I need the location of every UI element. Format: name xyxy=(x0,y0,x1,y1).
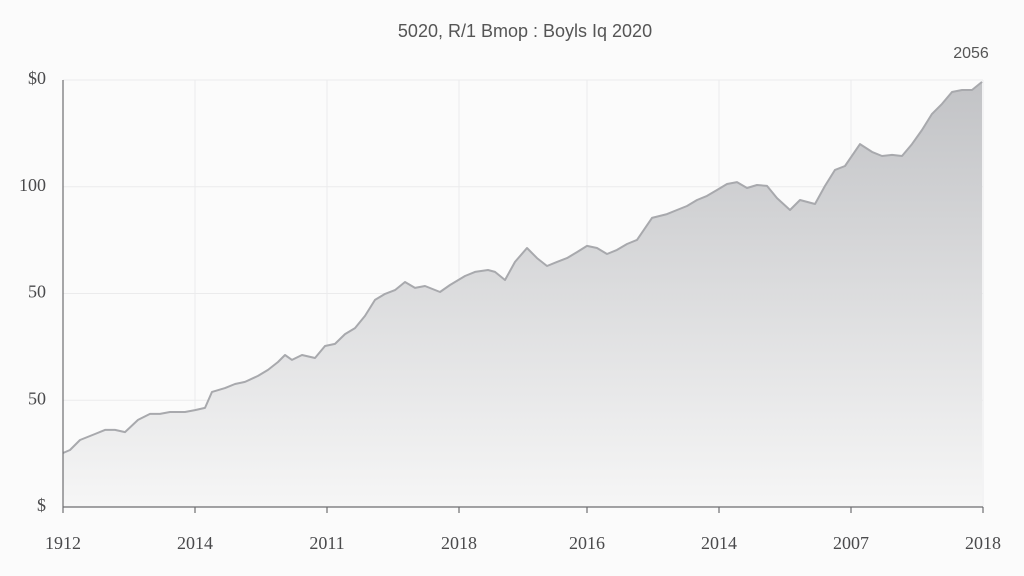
y-tick-label: 50 xyxy=(28,282,46,302)
area-line xyxy=(62,81,983,454)
y-tick-label: 50 xyxy=(28,388,46,408)
x-tick-label: 2018 xyxy=(441,533,477,553)
x-tick-label: 2014 xyxy=(701,533,737,553)
plot xyxy=(62,81,983,508)
x-tick-label: 1912 xyxy=(45,533,81,553)
x-tick-label: 2014 xyxy=(177,533,213,553)
y-tick-label: $ xyxy=(37,495,46,515)
area-fill xyxy=(63,81,982,508)
x-tick-label: 2011 xyxy=(309,533,344,553)
x-tick-label: 2016 xyxy=(569,533,605,553)
y-tick-label: 100 xyxy=(19,175,46,195)
y-tick-label: $0 xyxy=(28,68,46,88)
axes: $50 50 100 $0 1912 2014 2011 2018 2016 2014 2007 20… xyxy=(19,68,1001,553)
x-tick-label: 2018 xyxy=(965,533,1001,553)
annotation: 2056 xyxy=(953,45,989,62)
chart-title: 5020, R/1 Bmop : Boyls Iq 2020 xyxy=(398,21,652,41)
x-tick-label: 2007 xyxy=(833,533,869,553)
